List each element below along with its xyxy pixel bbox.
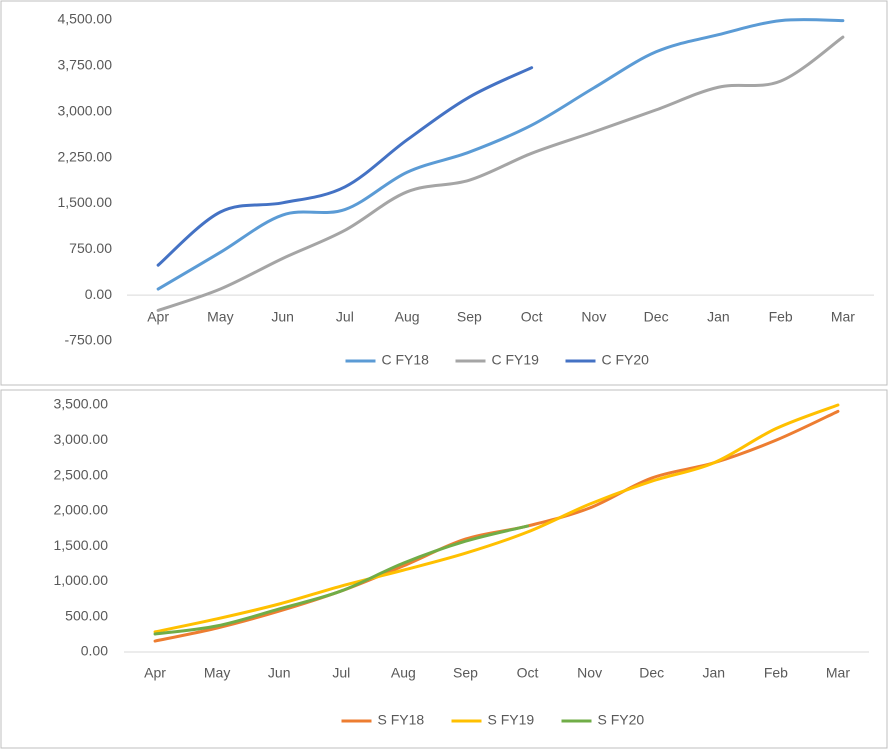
y-tick-label: 4,500.00 xyxy=(58,11,113,27)
y-tick-label: 2,250.00 xyxy=(58,148,113,164)
x-tick-label: Mar xyxy=(826,665,850,681)
legend-label: S FY18 xyxy=(378,712,425,728)
x-tick-label: Feb xyxy=(764,665,788,681)
y-tick-label: -750.00 xyxy=(65,332,113,348)
legend-label: S FY20 xyxy=(598,712,645,728)
x-tick-label: Sep xyxy=(457,309,482,325)
legend-label: C FY20 xyxy=(602,352,650,368)
x-tick-label: Jan xyxy=(703,665,726,681)
y-tick-label: 1,500.00 xyxy=(54,537,109,553)
series-line xyxy=(153,524,530,636)
series-line xyxy=(156,66,534,267)
chart-frame xyxy=(0,389,888,749)
series-line xyxy=(156,18,845,291)
x-tick-label: Jul xyxy=(336,309,354,325)
y-tick-label: 2,000.00 xyxy=(54,502,109,518)
legend-label: S FY19 xyxy=(488,712,535,728)
x-tick-label: Jun xyxy=(271,309,294,325)
y-tick-label: 750.00 xyxy=(69,240,112,256)
y-tick-label: 500.00 xyxy=(65,607,108,623)
x-tick-label: May xyxy=(204,665,230,681)
series-line xyxy=(156,35,845,312)
x-tick-label: Aug xyxy=(395,309,420,325)
x-tick-label: May xyxy=(207,309,233,325)
x-tick-label: Jun xyxy=(268,665,291,681)
y-tick-label: 3,500.00 xyxy=(54,396,109,412)
y-tick-label: 3,750.00 xyxy=(58,57,113,73)
x-tick-label: Oct xyxy=(517,665,539,681)
y-tick-label: 0.00 xyxy=(85,286,112,302)
x-tick-label: Jul xyxy=(332,665,350,681)
x-tick-label: Feb xyxy=(769,309,793,325)
legend-label: C FY18 xyxy=(382,352,430,368)
x-tick-label: Dec xyxy=(639,665,664,681)
y-tick-label: 1,500.00 xyxy=(58,194,113,210)
x-tick-label: Dec xyxy=(644,309,669,325)
y-tick-label: 3,000.00 xyxy=(58,102,113,118)
y-tick-label: 2,500.00 xyxy=(54,466,109,482)
series-line xyxy=(153,403,840,634)
legend-label: C FY19 xyxy=(492,352,540,368)
chart-frame xyxy=(0,0,888,386)
x-tick-label: Aug xyxy=(391,665,416,681)
x-tick-label: Apr xyxy=(144,665,166,681)
x-tick-label: Nov xyxy=(581,309,606,325)
y-tick-label: 3,000.00 xyxy=(54,431,109,447)
y-tick-label: 1,000.00 xyxy=(54,572,109,588)
x-tick-label: Sep xyxy=(453,665,478,681)
x-tick-label: Nov xyxy=(577,665,602,681)
y-tick-label: 0.00 xyxy=(81,643,108,659)
x-tick-label: Jan xyxy=(707,309,730,325)
x-tick-label: Mar xyxy=(831,309,855,325)
x-tick-label: Oct xyxy=(521,309,543,325)
x-tick-label: Apr xyxy=(147,309,169,325)
